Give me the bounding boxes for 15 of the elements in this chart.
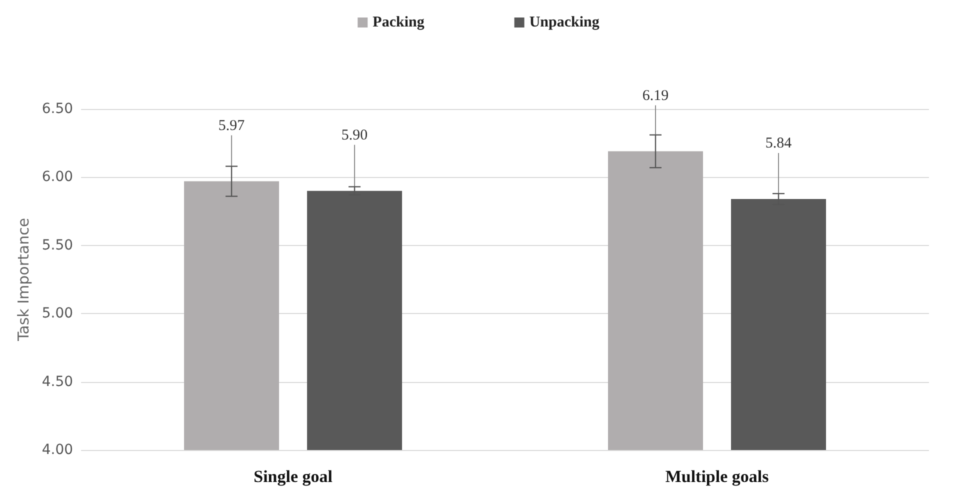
y-tick-label: 5.00: [42, 306, 74, 322]
x-tick-label: Multiple goals: [665, 467, 770, 486]
y-tick-label: 6.50: [42, 101, 74, 117]
data-label: 5.97: [218, 118, 246, 134]
y-tick-label: 5.50: [42, 237, 74, 254]
data-label: 5.84: [765, 136, 792, 152]
data-label: 6.19: [642, 88, 669, 104]
x-tick-label: Single goal: [254, 467, 333, 486]
y-axis-title: Task Importance: [14, 218, 32, 342]
y-tick-label: 6.00: [42, 169, 74, 186]
legend-label: Packing: [372, 14, 425, 30]
data-label: 5.90: [341, 127, 368, 144]
y-tick-label: 4.50: [42, 374, 74, 390]
y-tick-label: 4.00: [42, 442, 74, 458]
legend-label: Unpacking: [529, 14, 600, 30]
